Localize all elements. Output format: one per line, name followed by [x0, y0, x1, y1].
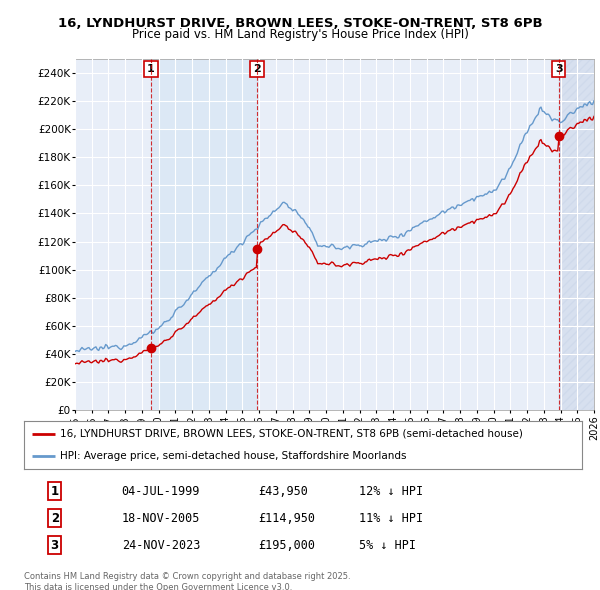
Text: 3: 3 — [50, 539, 59, 552]
Text: 24-NOV-2023: 24-NOV-2023 — [122, 539, 200, 552]
Text: £114,950: £114,950 — [259, 512, 316, 525]
Text: 1: 1 — [50, 485, 59, 498]
Text: 16, LYNDHURST DRIVE, BROWN LEES, STOKE-ON-TRENT, ST8 6PB (semi-detached house): 16, LYNDHURST DRIVE, BROWN LEES, STOKE-O… — [60, 429, 523, 439]
Bar — [151, 59, 257, 410]
Text: 12% ↓ HPI: 12% ↓ HPI — [359, 485, 423, 498]
Text: 2: 2 — [253, 64, 261, 74]
Text: 5% ↓ HPI: 5% ↓ HPI — [359, 539, 416, 552]
Text: 1: 1 — [147, 64, 155, 74]
Text: 11% ↓ HPI: 11% ↓ HPI — [359, 512, 423, 525]
Text: 18-NOV-2005: 18-NOV-2005 — [122, 512, 200, 525]
Bar — [559, 59, 594, 410]
Text: 3: 3 — [555, 64, 563, 74]
Text: 2: 2 — [50, 512, 59, 525]
Text: 16, LYNDHURST DRIVE, BROWN LEES, STOKE-ON-TRENT, ST8 6PB: 16, LYNDHURST DRIVE, BROWN LEES, STOKE-O… — [58, 17, 542, 30]
Text: Price paid vs. HM Land Registry's House Price Index (HPI): Price paid vs. HM Land Registry's House … — [131, 28, 469, 41]
Text: £195,000: £195,000 — [259, 539, 316, 552]
Text: £43,950: £43,950 — [259, 485, 308, 498]
Text: HPI: Average price, semi-detached house, Staffordshire Moorlands: HPI: Average price, semi-detached house,… — [60, 451, 407, 461]
Text: 04-JUL-1999: 04-JUL-1999 — [122, 485, 200, 498]
Text: Contains HM Land Registry data © Crown copyright and database right 2025.
This d: Contains HM Land Registry data © Crown c… — [24, 572, 350, 590]
